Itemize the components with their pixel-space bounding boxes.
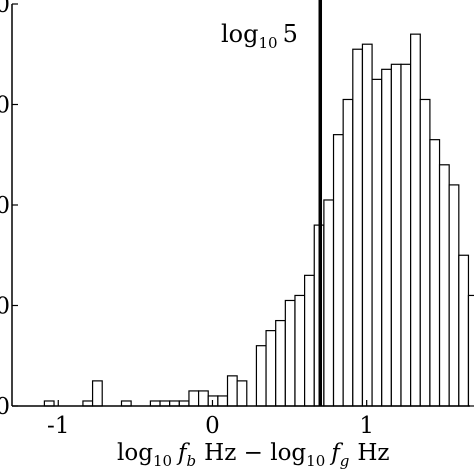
histogram-bar — [458, 254, 470, 407]
y-tick-label: 0 — [0, 394, 10, 420]
histogram-bar — [410, 33, 421, 407]
histogram-bar — [448, 184, 460, 407]
x-tick-label: 1 — [359, 413, 374, 439]
histogram-bar — [371, 78, 383, 407]
histogram-bar — [323, 199, 335, 407]
histogram-bar — [332, 134, 344, 407]
y-tick-label: 20 — [0, 294, 10, 320]
histogram-bar — [352, 48, 364, 407]
histogram-bar — [419, 98, 431, 407]
histogram-bar — [361, 43, 373, 407]
x-axis-label: log10 fb Hz − log10 fg Hz — [117, 440, 390, 470]
histogram-bar — [217, 395, 229, 407]
histogram-bar — [304, 274, 315, 407]
histogram-bar — [255, 345, 267, 407]
histogram-bar — [265, 330, 277, 407]
histogram-bar — [467, 294, 474, 407]
histogram-bar — [275, 319, 286, 407]
ticks-group: -101020406080 — [0, 0, 374, 439]
histogram-bar — [82, 400, 94, 407]
x-tick-label: -1 — [47, 413, 69, 439]
histogram-bar — [381, 68, 392, 407]
histogram-bar — [390, 63, 402, 407]
histogram-bar — [197, 390, 209, 407]
histogram-bar — [342, 98, 354, 407]
histogram-bar — [294, 294, 306, 407]
y-tick-label: 40 — [0, 193, 10, 219]
histogram-bar — [226, 375, 238, 407]
histogram-bar — [284, 299, 296, 407]
bars-group — [43, 33, 474, 407]
histogram-bar — [429, 139, 441, 407]
histogram-bar — [178, 400, 190, 407]
histogram-bar — [149, 400, 161, 407]
histogram-bar — [43, 400, 55, 407]
histogram-bar — [236, 380, 248, 407]
y-tick-label: 60 — [0, 93, 10, 119]
histogram-bar — [169, 400, 180, 407]
y-tick-label: 80 — [0, 0, 10, 18]
histogram-bar — [120, 400, 132, 407]
histogram-bar — [400, 63, 412, 407]
histogram-bar — [91, 380, 103, 407]
histogram-bar — [188, 390, 200, 407]
x-tick-label: 0 — [205, 413, 220, 439]
reference-line-label: log10 5 — [221, 20, 298, 52]
histogram-bar — [438, 164, 450, 407]
histogram-bar — [159, 400, 171, 407]
